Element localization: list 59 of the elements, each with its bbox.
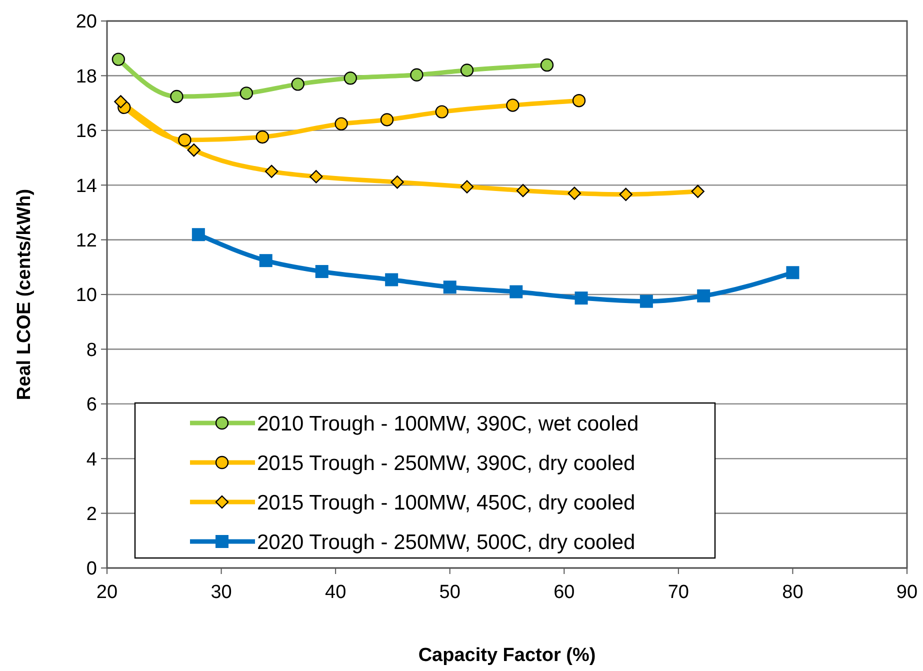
point — [114, 95, 128, 108]
point — [568, 186, 582, 200]
point — [315, 265, 328, 278]
point — [310, 170, 323, 184]
point — [572, 94, 586, 108]
point — [540, 58, 554, 72]
point — [291, 78, 304, 91]
point — [334, 117, 348, 130]
y-tick-label: 10 — [76, 285, 97, 306]
point — [640, 294, 653, 308]
point — [344, 72, 358, 85]
point — [516, 184, 530, 198]
x-tick-label: 90 — [896, 582, 918, 603]
y-tick-label: 18 — [76, 66, 97, 88]
y-tick-label: 0 — [86, 558, 97, 580]
legend-label: 2020 Trough - 250MW, 500C, dry cooled — [257, 530, 636, 554]
x-tick-label: 30 — [210, 582, 232, 603]
point — [460, 64, 474, 77]
point — [460, 180, 474, 194]
y-tick-label: 12 — [76, 230, 97, 252]
point — [619, 188, 632, 201]
x-axis-title: Capacity Factor (%) — [418, 645, 596, 666]
point — [187, 143, 200, 157]
x-tick-label: 40 — [325, 582, 346, 603]
point — [256, 130, 270, 144]
point — [786, 266, 800, 280]
legend-label: 2015 Trough - 100MW, 450C, dry cooled — [257, 491, 636, 514]
x-tick-label: 70 — [668, 582, 689, 603]
y-tick-label: 16 — [76, 121, 97, 142]
y-tick-label: 2 — [86, 504, 97, 525]
point — [112, 52, 126, 66]
legend-label: 2015 Trough - 250MW, 390C, dry cooled — [257, 452, 636, 475]
point — [506, 98, 520, 112]
point — [697, 289, 710, 302]
point — [380, 113, 394, 126]
y-tick-label: 14 — [76, 176, 98, 197]
point — [443, 280, 456, 294]
y-axis-title: Real LCOE (cents/kWh) — [14, 188, 35, 400]
y-tick-label: 8 — [86, 340, 97, 361]
point — [574, 292, 588, 305]
point — [178, 133, 192, 147]
x-tick-label: 80 — [782, 582, 804, 603]
point — [510, 285, 523, 298]
point — [435, 105, 448, 118]
y-tick-label: 20 — [76, 12, 97, 33]
point — [385, 273, 398, 286]
point — [170, 90, 184, 104]
y-tick-label: 6 — [86, 394, 97, 416]
y-tick-label: 4 — [86, 449, 98, 470]
x-tick-label: 50 — [439, 582, 460, 603]
point — [264, 164, 278, 178]
point — [390, 175, 404, 189]
point — [691, 184, 704, 198]
point — [259, 254, 272, 268]
legend-label: 2010 Trough - 100MW, 390C, wet cooled — [257, 412, 639, 436]
x-tick-label: 60 — [554, 582, 575, 603]
point — [410, 68, 424, 82]
point — [192, 228, 205, 242]
point — [240, 86, 254, 100]
